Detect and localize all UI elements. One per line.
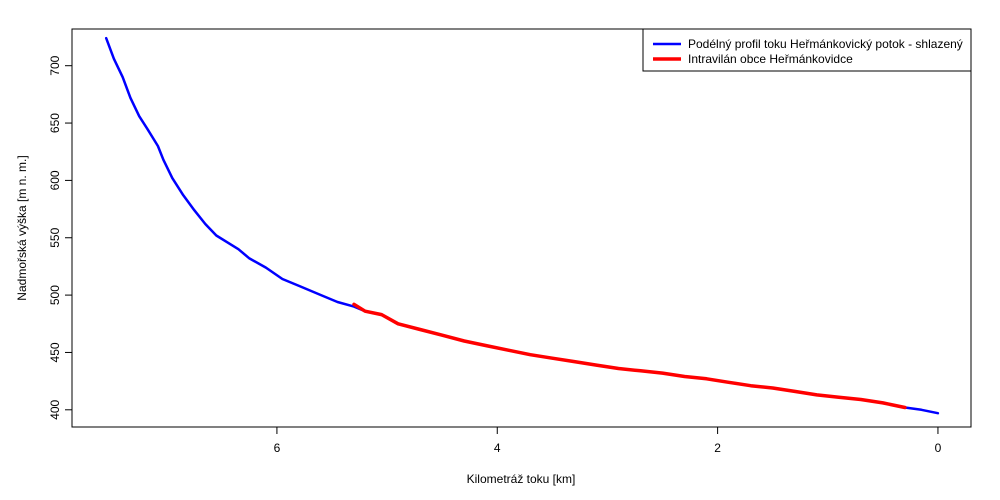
plot-frame <box>71 28 972 428</box>
series-line-intravilan <box>352 302 907 410</box>
series-line-profile <box>104 36 940 415</box>
x-tick-label: 2 <box>714 441 721 455</box>
y-tick-label: 450 <box>48 342 62 362</box>
legend: Podélný profil toku Heřmánkovický potok … <box>642 28 972 72</box>
x-tick-label: 0 <box>935 441 942 455</box>
y-tick-label: 400 <box>48 399 62 419</box>
x-tick-label: 4 <box>494 441 501 455</box>
y-tick-label: 600 <box>48 170 62 190</box>
y-axis-label: Nadmořská výška [m n. m.] <box>15 155 29 300</box>
y-tick-label: 650 <box>48 113 62 133</box>
legend-label-profile: Podélný profil toku Heřmánkovický potok … <box>688 37 963 51</box>
y-tick-label: 550 <box>48 227 62 247</box>
legend-label-intravilan: Intravilán obce Heřmánkovidce <box>688 52 853 66</box>
x-tick-label: 6 <box>274 441 281 455</box>
x-axis-label: Kilometráž toku [km] <box>467 472 576 486</box>
axes: 6 4 2 0 400 450 500 550 600 650 700 <box>48 55 942 455</box>
y-tick-label: 700 <box>48 55 62 75</box>
legend-box <box>642 28 972 72</box>
y-tick-label: 500 <box>48 285 62 305</box>
series-layer <box>104 36 940 415</box>
